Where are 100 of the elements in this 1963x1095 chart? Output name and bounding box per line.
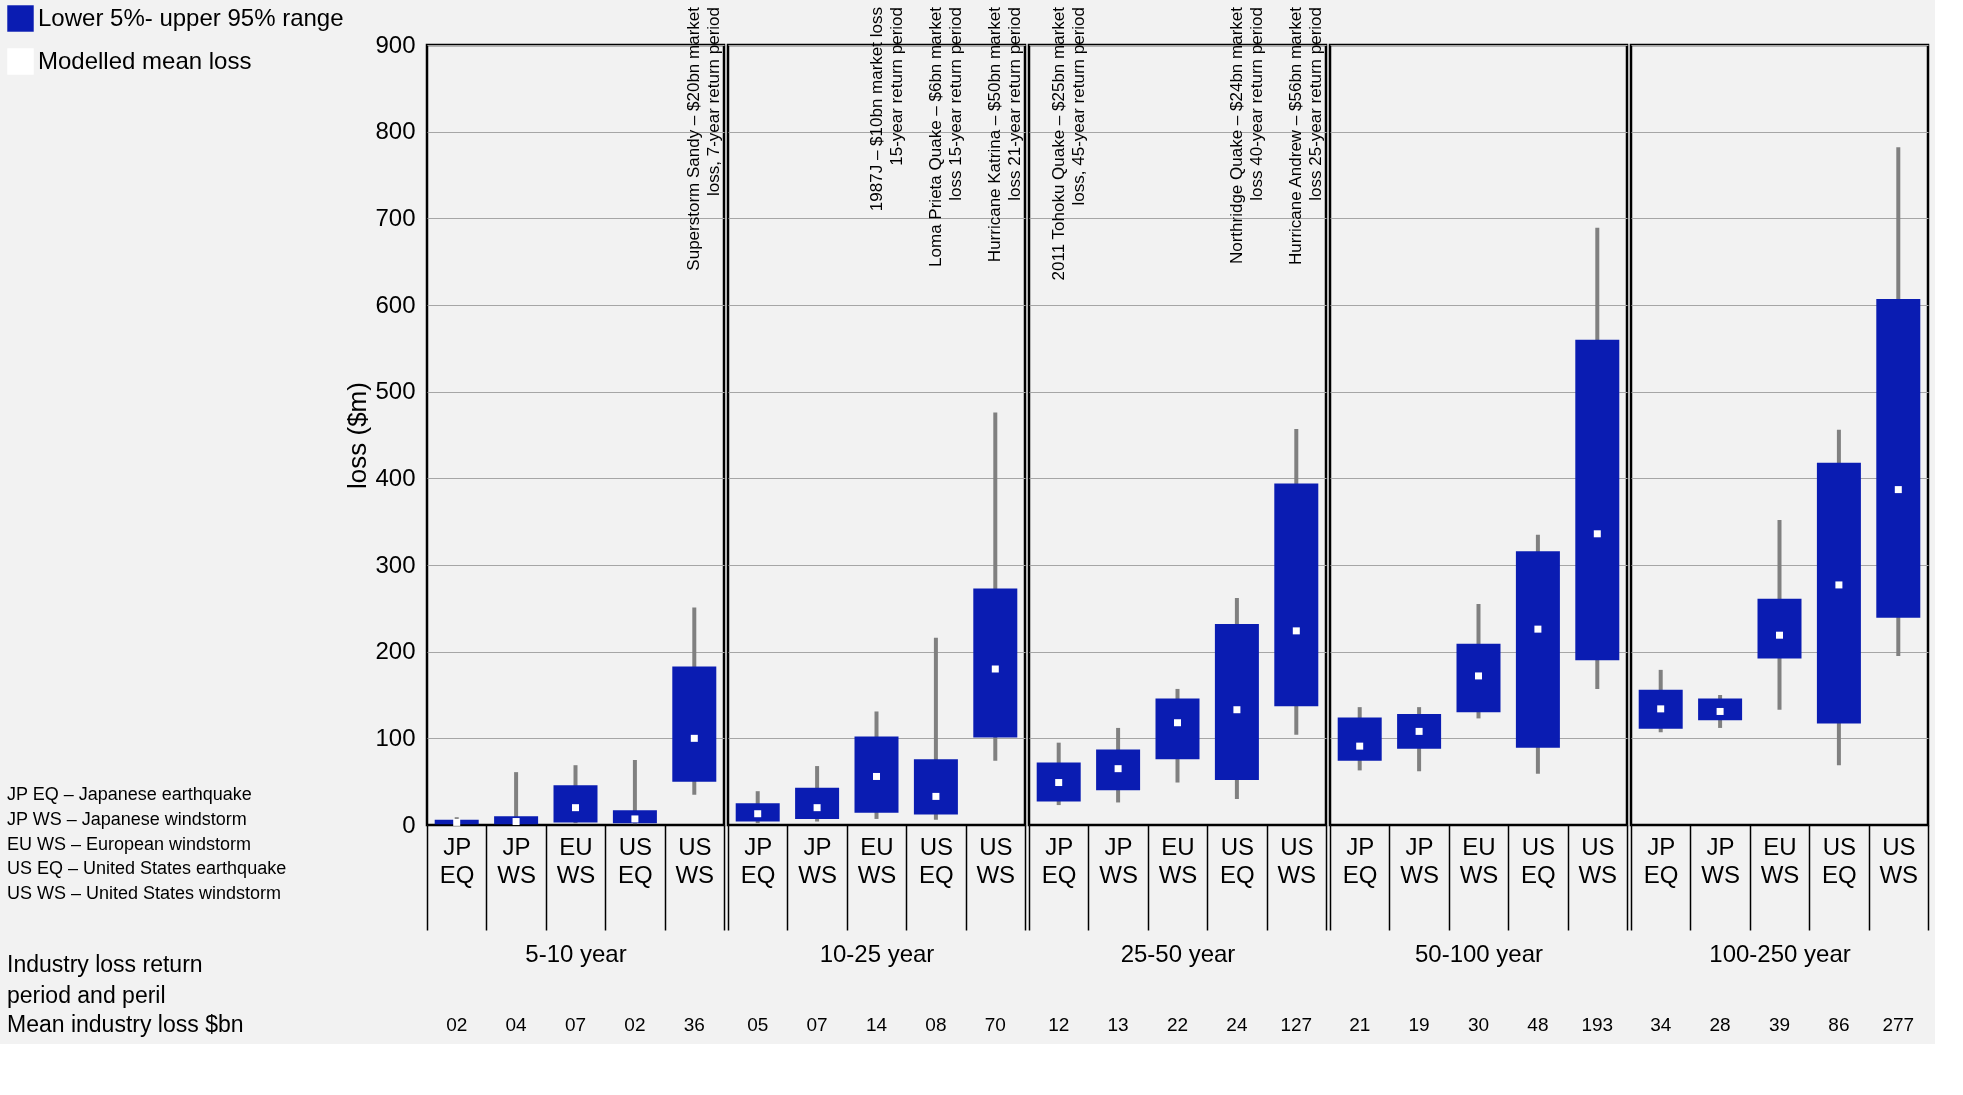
x-tick-label: US EQ	[1521, 832, 1556, 888]
x-tick-label: US EQ	[1220, 832, 1255, 888]
text: 19	[1408, 1014, 1430, 1035]
point	[1894, 486, 1902, 494]
text: US WS – United States windstorm	[7, 883, 282, 903]
text: 02	[446, 1014, 468, 1035]
point	[813, 804, 821, 812]
y-tick-label: 0	[402, 810, 416, 838]
text: Industry loss return period and peril	[7, 951, 203, 1008]
text: 34	[1650, 1014, 1672, 1035]
text: JP EQ – Japanese earthquake	[7, 784, 252, 804]
text: 70	[984, 1014, 1006, 1035]
point	[991, 665, 999, 673]
x-tick-label: US WS	[1578, 832, 1618, 888]
text: 12	[1048, 1014, 1070, 1035]
y-tick-label: 300	[375, 550, 416, 578]
y-tick-label: 100	[375, 723, 416, 751]
x-tick-label: JP EQ	[439, 832, 475, 888]
point	[690, 734, 698, 742]
text: EU WS – European windstorm	[7, 834, 252, 854]
x-tick-label: US WS	[976, 832, 1016, 888]
x-tick-label: JP EQ	[1643, 832, 1679, 888]
x-axis-title: 10-25 year	[819, 940, 935, 968]
point	[1534, 625, 1542, 633]
text: 21	[1349, 1014, 1371, 1035]
text: 14	[865, 1014, 888, 1035]
y-tick-label: 500	[375, 377, 416, 405]
text: Mean industry loss $bn	[7, 1011, 244, 1037]
text: 04	[505, 1014, 528, 1035]
legend-label: Modelled mean loss	[38, 46, 252, 74]
text: 36	[683, 1014, 705, 1035]
text: 07	[564, 1014, 587, 1035]
point	[1055, 779, 1063, 787]
y-tick-label: 400	[375, 463, 416, 491]
point	[512, 818, 520, 826]
text: 28	[1709, 1014, 1731, 1035]
y-axis-title: loss ($m)	[342, 382, 373, 489]
y-tick-label: 600	[375, 290, 416, 318]
point	[1415, 727, 1423, 735]
point	[1593, 530, 1601, 538]
x-tick-label: EU WS	[1760, 832, 1800, 888]
text: 48	[1527, 1014, 1549, 1035]
x-axis-title: 25-50 year	[1120, 940, 1236, 968]
text: 193	[1581, 1014, 1614, 1035]
x-tick-label: JP WS	[798, 832, 837, 888]
point	[1835, 581, 1843, 589]
x-tick-label: US WS	[1879, 832, 1919, 888]
text: 30	[1467, 1014, 1490, 1035]
y-tick-label: 800	[375, 117, 416, 145]
text: 05	[747, 1014, 769, 1035]
x-axis-title: 5-10 year	[525, 940, 627, 968]
x-tick-label: JP EQ	[1041, 832, 1077, 888]
x-tick-label: US EQ	[618, 832, 653, 888]
x-tick-label: EU WS	[1158, 832, 1198, 888]
x-tick-label: EU WS	[556, 832, 596, 888]
point	[754, 810, 762, 818]
point	[631, 815, 639, 823]
text: 13	[1107, 1014, 1129, 1035]
point	[1233, 706, 1241, 714]
point	[1657, 705, 1665, 713]
y-tick-label: 900	[375, 30, 416, 58]
x-tick-label: US EQ	[1822, 832, 1857, 888]
text: 08	[925, 1014, 947, 1035]
point	[1174, 719, 1181, 727]
x-tick-label: JP WS	[497, 832, 536, 888]
y-tick-label: 700	[375, 203, 416, 231]
point	[1356, 742, 1364, 750]
text: 39	[1768, 1014, 1791, 1035]
x-axis-title: 100-250 year	[1709, 940, 1851, 968]
y-tick-label: 200	[375, 637, 416, 665]
x-tick-label: JP WS	[1400, 832, 1439, 888]
x-tick-label: JP EQ	[1342, 832, 1378, 888]
annotation: Loma Prieta Quake – $6bn market loss 15-year return period	[925, 6, 965, 267]
text: JP WS – Japanese windstorm	[7, 809, 247, 829]
x-axis-title: 50-100 year	[1414, 940, 1544, 968]
x-tick-label: US WS	[675, 832, 715, 888]
x-tick-label: EU WS	[857, 832, 897, 888]
text: 24	[1226, 1014, 1248, 1035]
point	[1292, 627, 1300, 635]
text: 02	[624, 1014, 646, 1035]
x-tick-label: JP WS	[1099, 832, 1138, 888]
legend-label: Lower 5%- upper 95% range	[38, 3, 344, 31]
point	[572, 804, 579, 812]
point	[873, 772, 880, 780]
text: 127	[1280, 1014, 1313, 1035]
x-tick-label: EU WS	[1459, 832, 1499, 888]
x-tick-label: US EQ	[919, 832, 954, 888]
point	[932, 792, 940, 800]
text: US EQ – United States earthquake	[7, 858, 287, 878]
annotation: Superstorm Sandy – $20bn market loss, 7-year return period	[684, 6, 724, 271]
point	[1114, 765, 1122, 773]
point	[1776, 631, 1783, 639]
point	[1716, 707, 1724, 715]
text: 277	[1882, 1014, 1915, 1035]
x-tick-label: JP WS	[1701, 832, 1740, 888]
x-tick-label: JP EQ	[740, 832, 776, 888]
text: 86	[1828, 1014, 1850, 1035]
text: 07	[806, 1014, 828, 1035]
x-tick-label: US WS	[1277, 832, 1317, 888]
point	[1475, 672, 1482, 680]
